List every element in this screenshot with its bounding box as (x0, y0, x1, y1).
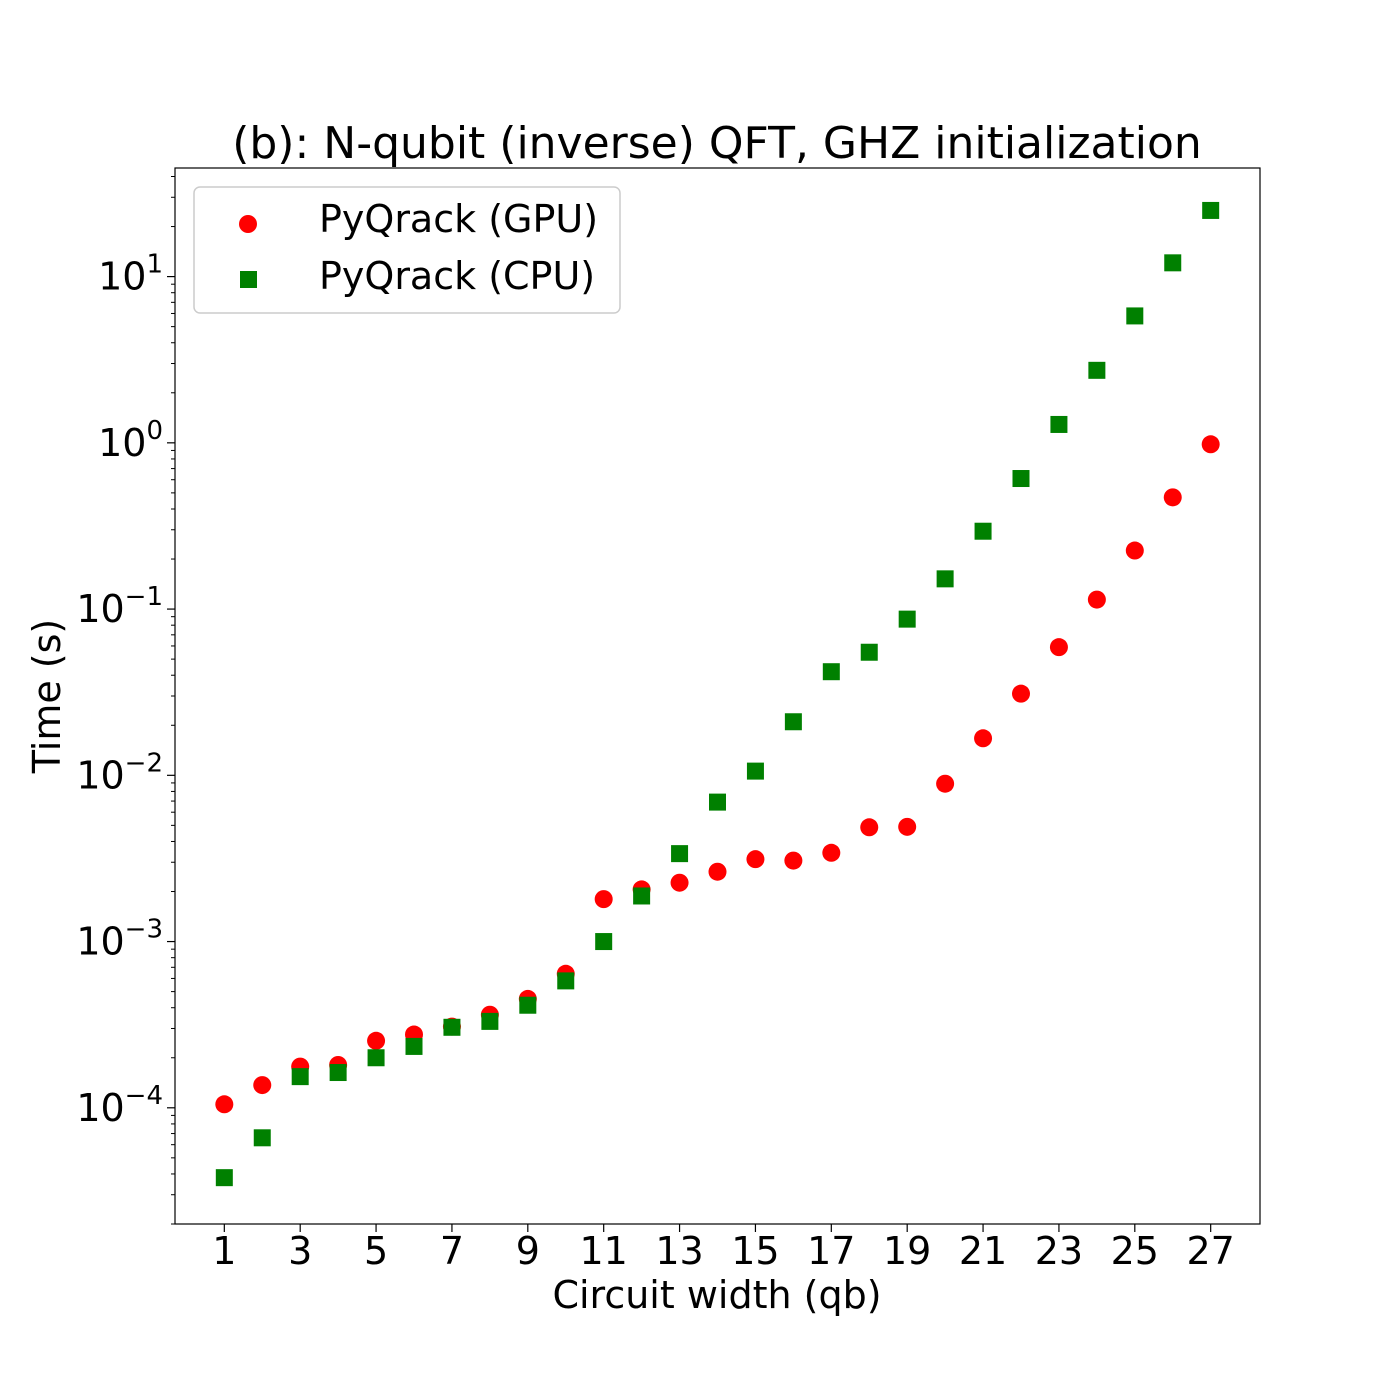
cpu-point (671, 845, 689, 863)
cpu-point (822, 663, 840, 681)
cpu-point (291, 1068, 309, 1086)
gpu-point (898, 817, 917, 836)
gpu-point (746, 850, 765, 869)
legend-label-gpu: PyQrack (GPU) (319, 197, 598, 241)
cpu-point (1088, 361, 1106, 379)
y-tick-label: 10−4 (76, 1081, 163, 1130)
gpu-point (860, 818, 879, 837)
x-tick-label: 3 (288, 1229, 312, 1273)
gpu-point (1011, 684, 1030, 703)
cpu-point (1202, 201, 1220, 219)
cpu-point (595, 933, 613, 951)
gpu-point (1049, 638, 1068, 657)
cpu-point (1012, 470, 1030, 488)
gpu-point (1087, 590, 1106, 609)
cpu-point (557, 972, 575, 990)
cpu-point (709, 793, 726, 811)
cpu-point (746, 762, 764, 780)
y-minor-ticks (171, 176, 175, 1225)
legend-label-cpu: PyQrack (CPU) (319, 254, 595, 298)
chart-title: (b): N-qubit (inverse) QFT, GHZ initiali… (232, 118, 1202, 169)
cpu-point (519, 996, 537, 1014)
cpu-point (329, 1064, 347, 1082)
gpu-point (594, 890, 613, 909)
cpu-point (936, 570, 954, 588)
gpu-point (936, 774, 955, 793)
x-tick-label: 5 (364, 1229, 388, 1273)
legend-marker-cpu (240, 271, 257, 288)
legend-frame (193, 186, 621, 314)
y-tick-label: 10−1 (76, 582, 163, 631)
cpu-point (1126, 307, 1144, 325)
data-points (215, 201, 1220, 1187)
x-tick-label: 27 (1187, 1229, 1235, 1273)
gpu-point (708, 862, 727, 881)
cpu-point (974, 522, 992, 540)
gpu-point (670, 873, 689, 892)
x-tick-label: 17 (807, 1229, 855, 1273)
cpu-point (367, 1049, 385, 1067)
y-tick-label: 10−3 (76, 915, 163, 964)
cpu-point (215, 1169, 233, 1187)
x-tick-label: 21 (959, 1229, 1007, 1273)
cpu-point (784, 713, 802, 731)
x-tick-label: 23 (1035, 1229, 1083, 1273)
gpu-point (215, 1095, 234, 1114)
x-tick-label: 19 (883, 1229, 931, 1273)
gpu-point (253, 1076, 272, 1095)
x-tick-label: 25 (1111, 1229, 1159, 1273)
gpu-point (1125, 541, 1144, 560)
cpu-point (443, 1018, 461, 1036)
gpu-point (1163, 488, 1182, 507)
x-axis-label: Circuit width (qb) (552, 1273, 881, 1317)
plot-area-frame (174, 167, 1261, 1225)
x-tick-label: 7 (440, 1229, 464, 1273)
y-tick-label: 10−2 (76, 748, 163, 797)
legend-marker-gpu (239, 215, 257, 233)
y-tick-label: 101 (98, 250, 163, 299)
x-axis-ticks: 1 3 5 7 9 11 13 15 17 19 21 23 25 27 (212, 1224, 1235, 1273)
x-tick-label: 13 (655, 1229, 703, 1273)
gpu-point (974, 729, 993, 748)
y-axis-ticks: 10−4 10−3 10−2 10−1 100 101 (76, 250, 175, 1130)
x-tick-label: 1 (212, 1229, 236, 1273)
legend: PyQrack (GPU) PyQrack (CPU) (193, 186, 621, 314)
y-tick-label: 100 (98, 416, 163, 465)
x-tick-label: 9 (516, 1229, 540, 1273)
x-tick-label: 11 (580, 1229, 628, 1273)
cpu-point (860, 643, 878, 661)
cpu-point (1164, 254, 1182, 272)
y-axis-label: Time (s) (25, 619, 69, 775)
gpu-point (367, 1031, 386, 1050)
gpu-point (822, 843, 841, 862)
cpu-point (1050, 415, 1068, 433)
gpu-point (1201, 435, 1220, 454)
cpu-point (633, 887, 651, 905)
cpu-point (253, 1129, 271, 1147)
gpu-point (784, 851, 803, 870)
cpu-point (898, 610, 916, 628)
x-tick-label: 15 (731, 1229, 779, 1273)
cpu-point (405, 1037, 423, 1055)
cpu-point (481, 1012, 499, 1030)
